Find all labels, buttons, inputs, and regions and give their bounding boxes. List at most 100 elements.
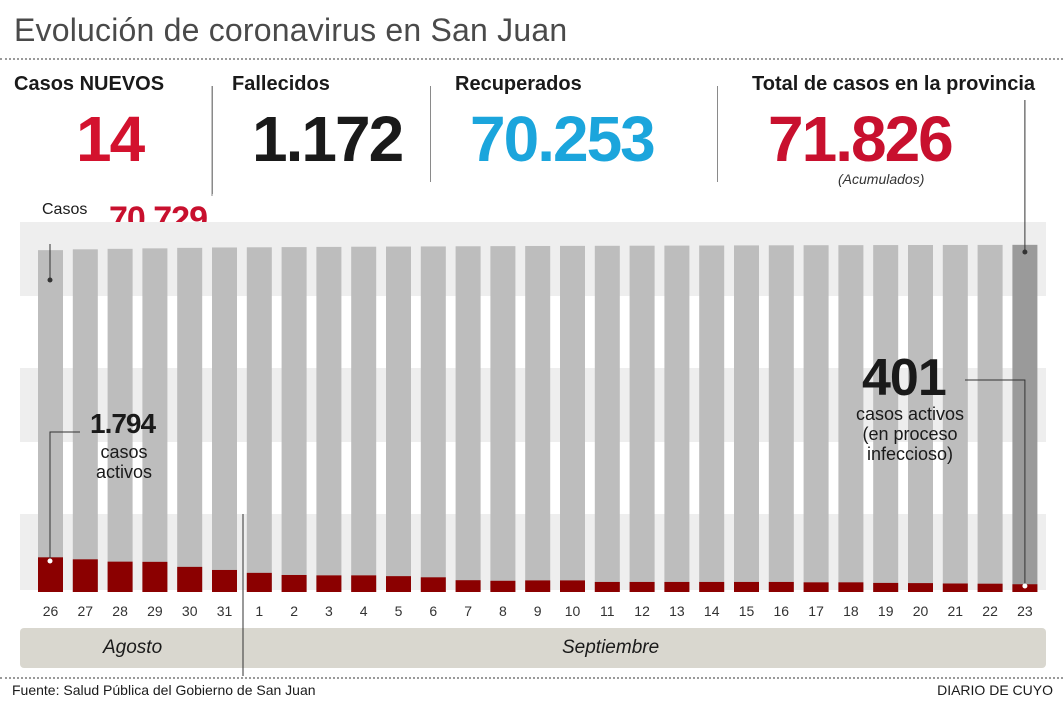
active-bar [664, 581, 690, 592]
nuevos-value: 14 [76, 103, 145, 175]
totales-dot [47, 277, 53, 283]
active-bar [212, 569, 237, 592]
total-bar [768, 245, 794, 592]
x-tick-label: 29 [147, 603, 163, 619]
active-bar [386, 576, 411, 592]
active-bar [246, 572, 272, 592]
total-bar [873, 245, 899, 592]
active-bar [177, 566, 203, 592]
active-bar [281, 574, 307, 592]
last-active-text-line2: (en proceso [862, 424, 958, 444]
active-bar [455, 580, 481, 592]
first-active-dot [47, 558, 53, 564]
active-bar [699, 581, 725, 592]
stat-separator [717, 86, 718, 182]
active-bar [560, 580, 585, 592]
casos-totales-label-line1: Casos [42, 201, 88, 218]
total-bar [72, 249, 98, 593]
first-active-text: casos activos [78, 442, 170, 482]
total-bar [142, 248, 168, 592]
fallecidos-value: 1.172 [252, 103, 404, 175]
active-bar [908, 583, 933, 592]
total-bar [977, 244, 1003, 592]
x-tick-label: 10 [565, 603, 581, 619]
month-band [20, 628, 1046, 668]
source-note: Fuente: Salud Pública del Gobierno de Sa… [12, 682, 316, 698]
total-bar [281, 247, 307, 593]
total-bar [560, 245, 585, 592]
active-bar [420, 577, 446, 592]
x-tick-label: 4 [360, 603, 368, 619]
last-active-value: 401 [862, 349, 947, 407]
active-bar [107, 561, 133, 592]
active-bar [977, 583, 1003, 592]
x-tick-label: 16 [774, 603, 790, 619]
x-tick-label: 12 [634, 603, 650, 619]
total-bar [316, 246, 342, 592]
first-active-leader [49, 431, 80, 561]
last-active-dot [1022, 583, 1028, 589]
total-label: Total de casos en la provincia [752, 73, 1036, 95]
total-bar [351, 246, 377, 592]
x-tick-label: 17 [808, 603, 824, 619]
total-bar [629, 245, 655, 593]
x-tick-label: 15 [739, 603, 755, 619]
recuperados-value: 70.253 [470, 103, 656, 175]
total-bar [803, 245, 829, 593]
x-tick-label: 26 [43, 603, 59, 619]
total-bar [908, 244, 933, 592]
total-bar [386, 246, 411, 593]
active-bar [490, 580, 516, 592]
active-bar [803, 582, 829, 592]
last-active-text-line1: casos activos [855, 404, 965, 424]
active-bar [873, 582, 899, 592]
x-tick-label: 19 [878, 603, 894, 619]
total-bar [107, 248, 133, 593]
x-tick-label: 30 [182, 603, 198, 619]
x-tick-label: 18 [843, 603, 859, 619]
total-bar [942, 244, 968, 592]
month-agosto: Agosto [103, 637, 163, 658]
x-tick-label: 2 [290, 603, 298, 619]
last-active-leader [965, 379, 1026, 586]
total-bar [246, 247, 272, 592]
x-tick-label: 22 [982, 603, 998, 619]
x-tick-label: 5 [395, 603, 403, 619]
x-tick-label: 20 [913, 603, 929, 619]
active-bar [142, 561, 168, 592]
stat-separator [430, 86, 431, 182]
x-tick-label: 9 [534, 603, 542, 619]
total-dot [1022, 249, 1028, 255]
total-bar [594, 245, 620, 592]
x-tick-label: 1 [255, 603, 263, 619]
x-tick-label: 11 [600, 603, 615, 619]
active-bar [942, 583, 968, 592]
total-bar [212, 247, 237, 593]
active-bar [351, 575, 377, 592]
total-value: 71.826 [768, 103, 954, 175]
x-tick-label: 21 [948, 603, 964, 619]
total-bar [420, 246, 446, 592]
month-septiembre: Septiembre [562, 637, 660, 658]
fallecidos-label: Fallecidos [232, 73, 330, 95]
total-bar [525, 245, 551, 592]
page-title: Evolución de coronavirus en San Juan [14, 12, 568, 48]
first-active-value: 1.794 [90, 408, 156, 439]
total-bar [699, 245, 725, 592]
footer-divider [0, 677, 1063, 679]
title-divider [0, 58, 1063, 60]
total-bar [490, 246, 516, 593]
x-tick-label: 13 [669, 603, 685, 619]
x-tick-label: 8 [499, 603, 507, 619]
total-bar [838, 245, 864, 592]
first-active-text-line1: casos [100, 442, 148, 462]
x-tick-label: 31 [217, 603, 233, 619]
x-tick-label: 28 [112, 603, 128, 619]
active-bar [838, 582, 864, 592]
x-tick-label: 27 [78, 603, 94, 619]
nuevos-label: Casos NUEVOS [14, 73, 165, 95]
active-bar [734, 581, 759, 592]
x-tick-label: 14 [704, 603, 720, 619]
total-bar [734, 245, 759, 592]
